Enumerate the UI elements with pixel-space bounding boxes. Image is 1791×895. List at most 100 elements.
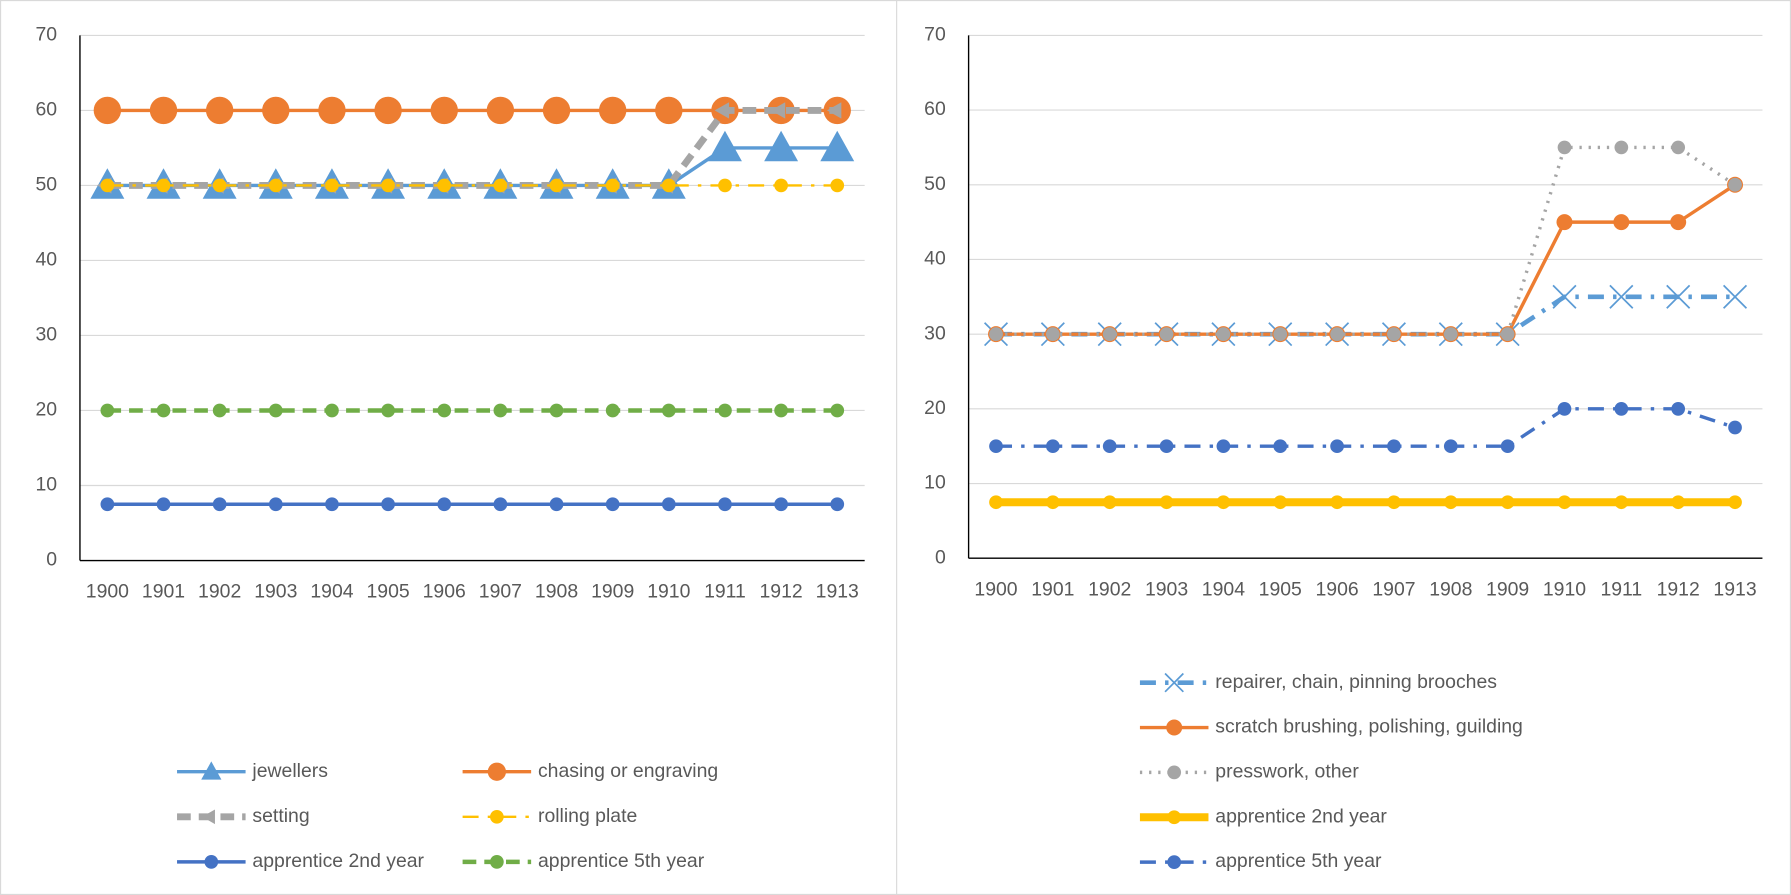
x-tick-label: 1902 [198,581,241,603]
y-tick-label: 30 [924,322,946,344]
marker [1159,495,1174,510]
marker [774,403,788,418]
marker [605,178,620,193]
marker [830,403,845,418]
marker [1216,439,1231,454]
x-tick-label: 1913 [816,581,859,603]
marker [1500,495,1515,510]
marker [826,102,842,119]
y-tick-label: 50 [924,173,946,195]
legend-label: apprentice 2nd year [252,850,424,872]
x-tick-label: 1913 [1713,578,1756,600]
marker [1330,439,1344,454]
marker [830,497,845,512]
marker [718,403,732,418]
y-tick-label: 60 [924,98,946,120]
marker [1614,401,1629,416]
marker [605,497,620,512]
legend-marker [204,855,219,869]
x-tick-label: 1907 [1372,578,1415,600]
marker [1614,495,1629,510]
marker [212,178,227,193]
marker [493,403,508,418]
y-tick-label: 10 [36,474,58,496]
legend-item: apprentice 5th year [1139,850,1382,872]
marker [325,178,339,193]
marker [1102,327,1117,342]
marker [212,403,227,418]
marker [661,178,676,193]
x-tick-label: 1912 [1657,578,1700,600]
marker [1671,401,1686,416]
marker [1330,327,1344,342]
marker [430,96,458,125]
marker [493,178,508,193]
x-tick-label: 1902 [1088,578,1131,600]
marker [549,497,564,512]
y-tick-label: 20 [924,397,946,419]
marker [1387,327,1401,342]
marker [437,403,452,418]
marker [830,178,845,193]
legend-marker [1164,672,1184,693]
marker [93,96,122,125]
marker [1387,439,1401,454]
marker [1387,495,1401,510]
y-tick-label: 40 [924,248,946,270]
y-tick-label: 40 [36,249,58,271]
marker [1443,439,1458,454]
marker [1552,284,1577,309]
marker [1613,214,1630,231]
legend-label: presswork, other [1215,761,1359,783]
marker [714,102,730,119]
marker [486,96,515,125]
series [100,497,845,512]
legend-label: repairer, chain, pinning brooches [1215,671,1497,693]
x-tick-label: 1912 [760,581,803,603]
marker [1556,214,1573,231]
marker [381,178,395,193]
marker [268,178,283,193]
marker [1216,495,1231,510]
marker [1216,327,1231,342]
x-tick-label: 1906 [423,581,466,603]
marker [774,497,788,512]
y-tick-label: 10 [924,472,946,494]
marker [1670,214,1687,231]
marker [318,96,346,125]
marker [1723,284,1748,309]
marker [1728,495,1742,510]
x-tick-label: 1911 [1600,578,1642,600]
legend-label: jewellers [251,760,328,782]
series [989,140,1742,342]
marker [1159,327,1174,342]
marker [1728,420,1742,435]
marker [262,96,290,125]
marker [1273,495,1288,510]
marker [156,403,171,418]
marker [542,96,571,125]
x-tick-label: 1903 [1145,578,1188,600]
marker [1557,140,1572,155]
marker [989,439,1003,454]
marker [661,497,676,512]
marker [381,403,395,418]
x-tick-label: 1907 [479,581,522,603]
marker [774,178,788,193]
marker [212,497,227,512]
marker [1046,327,1060,342]
y-tick-label: 60 [36,99,58,121]
marker [1671,495,1686,510]
marker [1614,140,1629,155]
marker [149,96,178,125]
x-tick-label: 1909 [591,581,634,603]
marker [1102,439,1117,454]
marker [1102,495,1117,510]
legend-marker [1167,765,1182,780]
legend-item: chasing or engraving [462,760,718,782]
marker [325,403,339,418]
legend-label: scratch brushing, polishing, guilding [1215,716,1523,738]
marker [1046,439,1060,454]
x-tick-label: 1905 [1259,578,1302,600]
